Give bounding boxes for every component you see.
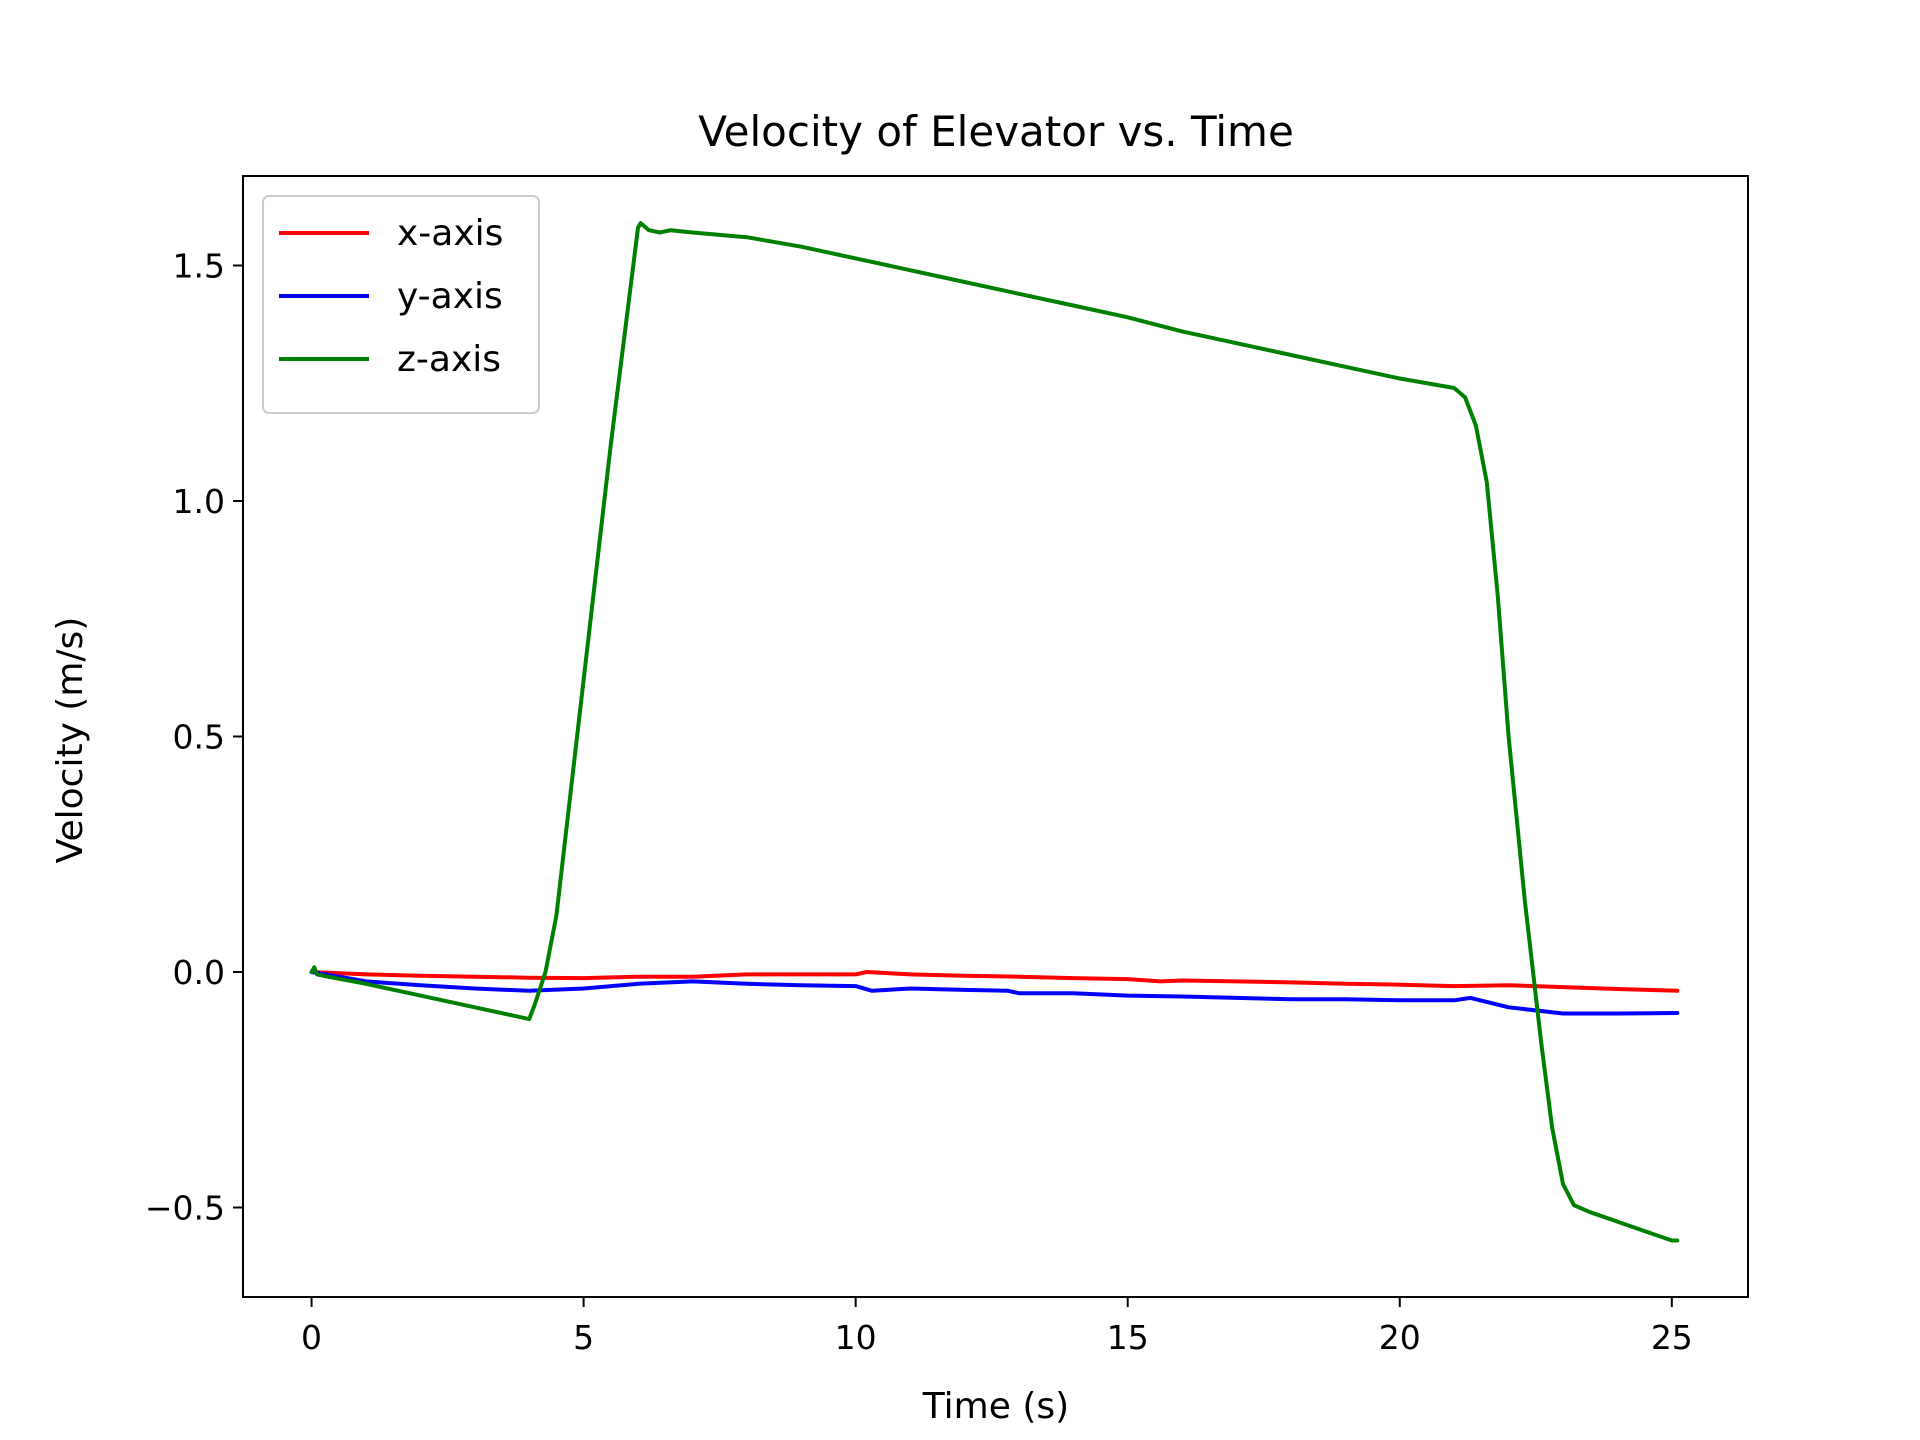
x-tick-label: 20 — [1379, 1318, 1421, 1357]
plot-area — [309, 221, 1680, 1243]
x-tick-label: 0 — [301, 1318, 322, 1357]
y-tick-label: 0.0 — [173, 953, 225, 992]
y-tick-label: 1.5 — [173, 246, 225, 285]
series-line-z-axis — [309, 221, 1680, 1243]
y-tick-label: 0.5 — [173, 718, 225, 757]
x-tick-label: 5 — [573, 1318, 594, 1357]
y-tick-label: −0.5 — [145, 1189, 225, 1228]
legend: x-axis y-axis z-axis — [262, 195, 540, 414]
series-line-y-axis — [309, 970, 1680, 1016]
legend-label-z-axis: z-axis — [397, 339, 501, 380]
x-axis-label: Time (s) — [922, 1386, 1069, 1427]
chart-title: Velocity of Elevator vs. Time — [698, 107, 1294, 156]
series-line-x-axis — [309, 970, 1680, 993]
x-tick-label: 25 — [1651, 1318, 1693, 1357]
legend-label-x-axis: x-axis — [397, 213, 503, 254]
x-tick-label: 15 — [1107, 1318, 1149, 1357]
x-tick-label: 10 — [835, 1318, 877, 1357]
legend-label-y-axis: y-axis — [397, 276, 503, 317]
axes: 0 5 10 15 20 25 −0.5 0.0 0.5 1.0 1.5 — [145, 175, 1749, 1357]
y-tick-label: 1.0 — [173, 482, 225, 521]
y-axis-label: Velocity (m/s) — [50, 617, 91, 864]
